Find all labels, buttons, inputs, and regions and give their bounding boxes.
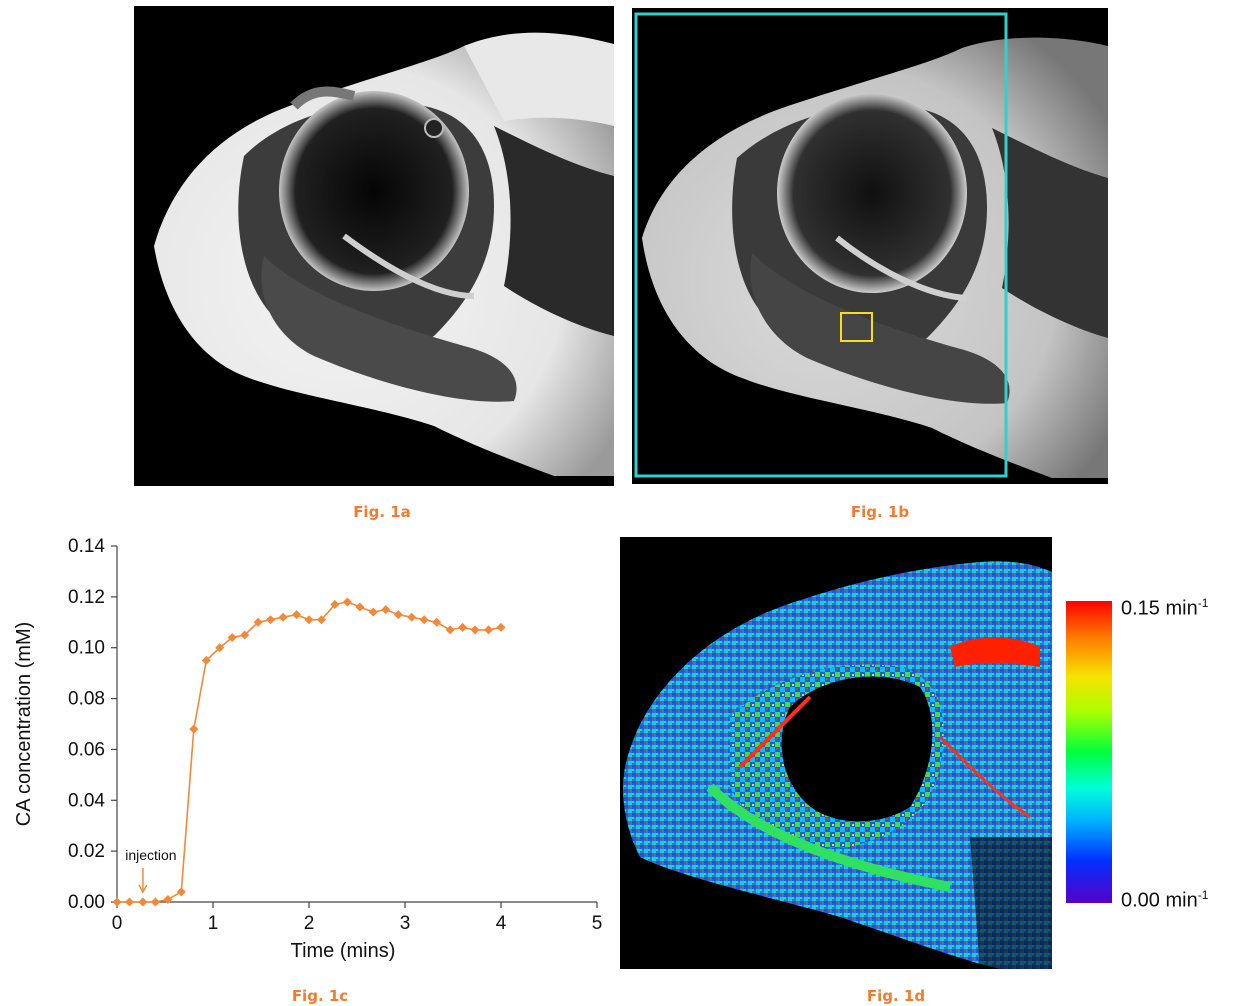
- data-point: [253, 617, 263, 627]
- data-point: [316, 615, 326, 625]
- data-point: [484, 625, 494, 635]
- parametric-map-1d-drawing: [620, 537, 1052, 969]
- data-point: [138, 897, 148, 907]
- data-point: [266, 615, 276, 625]
- y-tick-label: 0.02: [68, 841, 105, 862]
- injection-arrow-head: [138, 884, 148, 894]
- caption-fig-1c: Fig. 1c: [291, 987, 349, 1005]
- data-point: [432, 617, 442, 627]
- colorbar-max-value: 0.15 min: [1121, 597, 1198, 620]
- data-point: [215, 643, 225, 653]
- y-axis-label: CA concentration (mM): [13, 622, 35, 827]
- data-point: [304, 615, 314, 625]
- x-tick-label: 1: [208, 913, 219, 934]
- data-point: [176, 887, 186, 897]
- data-point: [330, 599, 340, 609]
- data-point: [445, 625, 455, 635]
- caption-fig-1a: Fig. 1a: [353, 503, 411, 521]
- data-point: [342, 597, 352, 607]
- injection-annotation: injection: [125, 847, 176, 863]
- data-point: [124, 897, 134, 907]
- mri-image-1a: [134, 6, 614, 486]
- data-point: [201, 655, 211, 665]
- data-point: [112, 897, 122, 907]
- data-point: [278, 612, 288, 622]
- data-point: [189, 724, 199, 734]
- colorbar: [1066, 601, 1112, 903]
- colorbar-max-label: 0.15 min-1: [1121, 596, 1208, 621]
- data-point: [227, 633, 237, 643]
- y-tick-label: 0.08: [68, 689, 105, 710]
- data-point: [458, 622, 468, 632]
- colorbar-min-label: 0.00 min-1: [1121, 888, 1208, 913]
- caption-fig-1d: Fig. 1d: [866, 987, 926, 1005]
- data-point: [150, 897, 160, 907]
- y-tick-label: 0.10: [68, 638, 105, 659]
- roi-small-box: [840, 312, 873, 342]
- data-point: [355, 602, 365, 612]
- data-point: [496, 622, 506, 632]
- y-tick-label: 0.00: [68, 892, 105, 913]
- x-tick-label: 3: [400, 913, 411, 934]
- y-tick-label: 0.04: [68, 790, 105, 811]
- data-point: [292, 610, 302, 620]
- chart-root: 0.00 0.02 0.04 0.06 0.08 0.10 0.12 0.14 0 1 2 3 4 5 Ti…: [13, 536, 602, 962]
- colorbar-min-exp: -1: [1197, 888, 1209, 902]
- colorbar-max-exp: -1: [1197, 596, 1209, 610]
- x-tick-label: 4: [496, 913, 507, 934]
- data-point: [381, 605, 391, 615]
- y-tick-label: 0.12: [68, 587, 105, 608]
- mri-image-1b-drawing: [632, 8, 1108, 484]
- roi-large-box: [634, 12, 1008, 478]
- mri-image-1a-drawing: [134, 6, 614, 486]
- caption-fig-1b: Fig. 1b: [850, 503, 910, 521]
- concentration-chart: 0.00 0.02 0.04 0.06 0.08 0.10 0.12 0.14 0 1 2 3 4 5 Ti…: [13, 536, 602, 962]
- data-point: [163, 894, 173, 904]
- data-point: [470, 625, 480, 635]
- data-point: [419, 615, 429, 625]
- mri-image-1b: [632, 8, 1108, 484]
- data-point: [407, 612, 417, 622]
- x-tick-label: 0: [112, 913, 123, 934]
- x-tick-label: 2: [304, 913, 315, 934]
- y-tick-label: 0.14: [68, 536, 105, 557]
- y-tick-label: 0.06: [68, 739, 105, 760]
- data-point: [240, 630, 250, 640]
- colorbar-min-value: 0.00 min: [1121, 889, 1198, 912]
- data-point: [393, 610, 403, 620]
- x-axis-label: Time (mins): [291, 940, 396, 962]
- x-tick-label: 5: [592, 913, 603, 934]
- parametric-map-1d: [620, 537, 1052, 969]
- data-point: [368, 607, 378, 617]
